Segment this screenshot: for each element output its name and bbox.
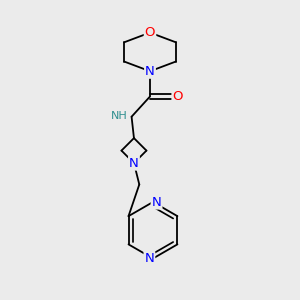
Text: O: O [145,26,155,39]
Text: O: O [173,90,183,103]
Text: NH: NH [111,110,128,121]
Text: N: N [145,252,154,265]
Text: N: N [152,196,161,208]
Text: N: N [129,157,139,169]
Text: N: N [145,65,155,78]
